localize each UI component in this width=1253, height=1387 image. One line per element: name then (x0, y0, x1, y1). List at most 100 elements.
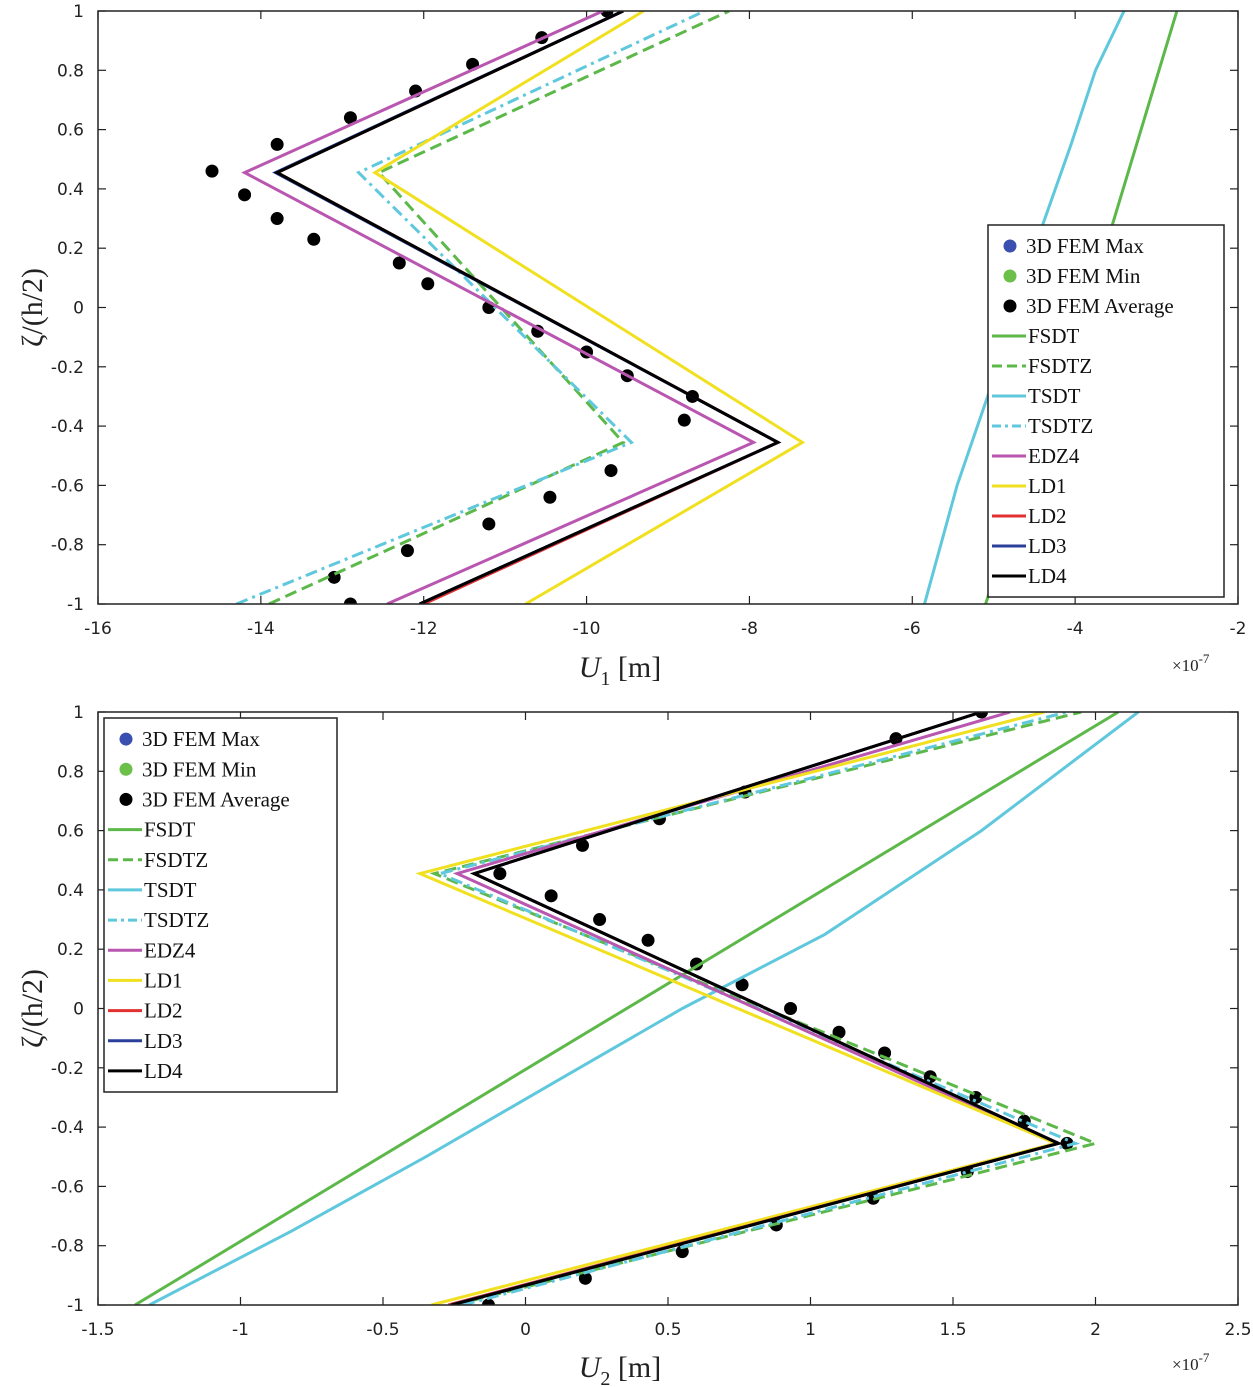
x-exponent-power: -7 (1199, 651, 1210, 666)
legend-marker-3d-fem-average (119, 792, 133, 806)
data-point-3d-fem-average (544, 889, 558, 903)
x-tick-label: -4 (1067, 619, 1084, 639)
plot-frame (97, 711, 1239, 1306)
data-point-3d-fem-average (392, 256, 406, 270)
x-tick-label: -2 (1230, 619, 1247, 639)
y-tick-label: 0.4 (57, 180, 84, 200)
data-point-3d-fem-average (832, 1025, 846, 1039)
legend-label-ld2: LD2 (144, 999, 183, 1023)
legend-label-ld4: LD4 (144, 1059, 183, 1083)
y-tick-label: -0.2 (51, 1059, 84, 1079)
x-axis-label-unit: [m] (610, 1351, 661, 1384)
y-axis-label: ζ/(h/2) (16, 969, 49, 1048)
data-point-3d-fem-average (641, 933, 655, 947)
data-point-3d-fem-average (205, 164, 219, 178)
legend-label-fsdt: FSDT (1028, 324, 1080, 348)
data-point-3d-fem-average (270, 212, 284, 226)
x-tick-label: 0 (520, 1320, 531, 1340)
y-tick-label: 0 (73, 1000, 84, 1020)
data-point-3d-fem-average (238, 188, 252, 202)
legend-label-ld3: LD3 (1028, 534, 1067, 558)
legend-marker-3d-fem-min (119, 762, 133, 776)
legend-label-tsdt: TSDT (1028, 384, 1081, 408)
y-tick-label: 0.2 (57, 239, 84, 259)
series-line-tsdtz (235, 11, 706, 604)
data-point-3d-fem-average (578, 1271, 592, 1285)
data-point-3d-fem-average (481, 1298, 495, 1305)
data-point-3d-fem-average (421, 277, 435, 291)
legend-label-edz4: EDZ4 (1028, 444, 1080, 468)
y-tick-label: 0.8 (57, 61, 84, 81)
series-line-fsdtz (268, 11, 730, 604)
data-point-3d-fem-average (400, 544, 414, 558)
y-tick-label: 1 (73, 2, 84, 22)
legend-label-3d-fem-max: 3D FEM Max (1026, 234, 1144, 258)
data-point-3d-fem-average (343, 111, 357, 125)
y-tick-label: -1 (67, 1296, 84, 1316)
x-tick-label: -10 (573, 619, 601, 639)
x-axis-label-symbol: U (579, 1351, 603, 1384)
data-point-3d-fem-average (1060, 1136, 1074, 1150)
data-point-3d-fem-average (576, 838, 589, 852)
legend-label-3d-fem-min: 3D FEM Min (1026, 264, 1141, 288)
series-group (205, 11, 1179, 604)
y-tick-label: 0 (73, 299, 84, 319)
data-point-3d-fem-average (593, 913, 607, 927)
data-point-3d-fem-average (543, 490, 557, 504)
legend-label-3d-fem-average: 3D FEM Average (142, 787, 290, 811)
legend-marker-3d-fem-max (1003, 239, 1017, 253)
legend-box (987, 224, 1225, 598)
x-exponent-base: ×10 (1172, 1355, 1199, 1374)
y-tick-label: 0.6 (57, 822, 84, 842)
legend-marker-3d-fem-min (1003, 269, 1017, 283)
plot-frame (97, 10, 1239, 605)
x-tick-label: 1 (805, 1320, 816, 1340)
series-line-ld4 (273, 11, 782, 604)
x-axis-label: U1 [m] (579, 651, 662, 690)
series-line-ld1 (372, 11, 806, 604)
x-tick-label: 0.5 (654, 1320, 681, 1340)
x-exponent-label: ×10-7 (1172, 1350, 1210, 1374)
x-tick-label: -6 (904, 619, 921, 639)
y-tick-label: -0.4 (51, 1118, 84, 1138)
data-point-3d-fem-average (677, 413, 691, 427)
series-line-tsdt (148, 712, 1140, 1305)
data-point-3d-fem-average (735, 978, 749, 992)
y-tick-label: 0.6 (57, 121, 84, 141)
x-axis-label: U2 [m] (579, 1351, 662, 1387)
x-axis-label-symbol: U (579, 651, 603, 684)
x-tick-label: -1.5 (81, 1320, 114, 1340)
legend-label-fsdtz: FSDTZ (1028, 354, 1092, 378)
y-tick-label: 0.4 (57, 881, 84, 901)
legend-label-ld2: LD2 (1028, 504, 1067, 528)
y-tick-label: -0.6 (51, 476, 84, 496)
series-line-ld4 (451, 712, 1063, 1305)
x-tick-label: 2.5 (1224, 1320, 1251, 1340)
legend-label-tsdtz: TSDTZ (1028, 414, 1093, 438)
x-tick-label: -14 (247, 619, 275, 639)
y-tick-label: -1 (67, 595, 84, 615)
legend-label-ld1: LD1 (144, 968, 183, 992)
y-tick-label: -0.8 (51, 536, 84, 556)
data-point-3d-fem-average (604, 464, 618, 478)
x-tick-label: 2 (1090, 1320, 1101, 1340)
legend-label-ld1: LD1 (1028, 474, 1067, 498)
data-point-3d-fem-average (784, 1002, 798, 1015)
x-exponent-label: ×10-7 (1172, 651, 1210, 675)
y-tick-label: -0.8 (51, 1237, 84, 1257)
legend-label-edz4: EDZ4 (144, 938, 196, 962)
data-point-3d-fem-average (343, 597, 357, 604)
panel-bottom-u2: -1.5 -1 -0.5 0 0.5 1 1.5 2 2.5 -1 -0.8 -0.6 -0.4 -0.2… (16, 703, 1252, 1387)
x-tick-label: -1 (232, 1320, 249, 1340)
y-axis-label: ζ/(h/2) (16, 268, 49, 347)
data-point-3d-fem-average (493, 867, 507, 881)
x-exponent-power: -7 (1199, 1350, 1210, 1365)
legend-label-ld4: LD4 (1028, 564, 1067, 588)
x-tick-label: -12 (410, 619, 438, 639)
legend-label-tsdtz: TSDTZ (144, 908, 209, 932)
data-point-3d-fem-average (270, 137, 284, 151)
x-axis-label-unit: [m] (610, 651, 661, 684)
y-tick-label: -0.2 (51, 358, 84, 378)
x-tick-label: 1.5 (939, 1320, 966, 1340)
